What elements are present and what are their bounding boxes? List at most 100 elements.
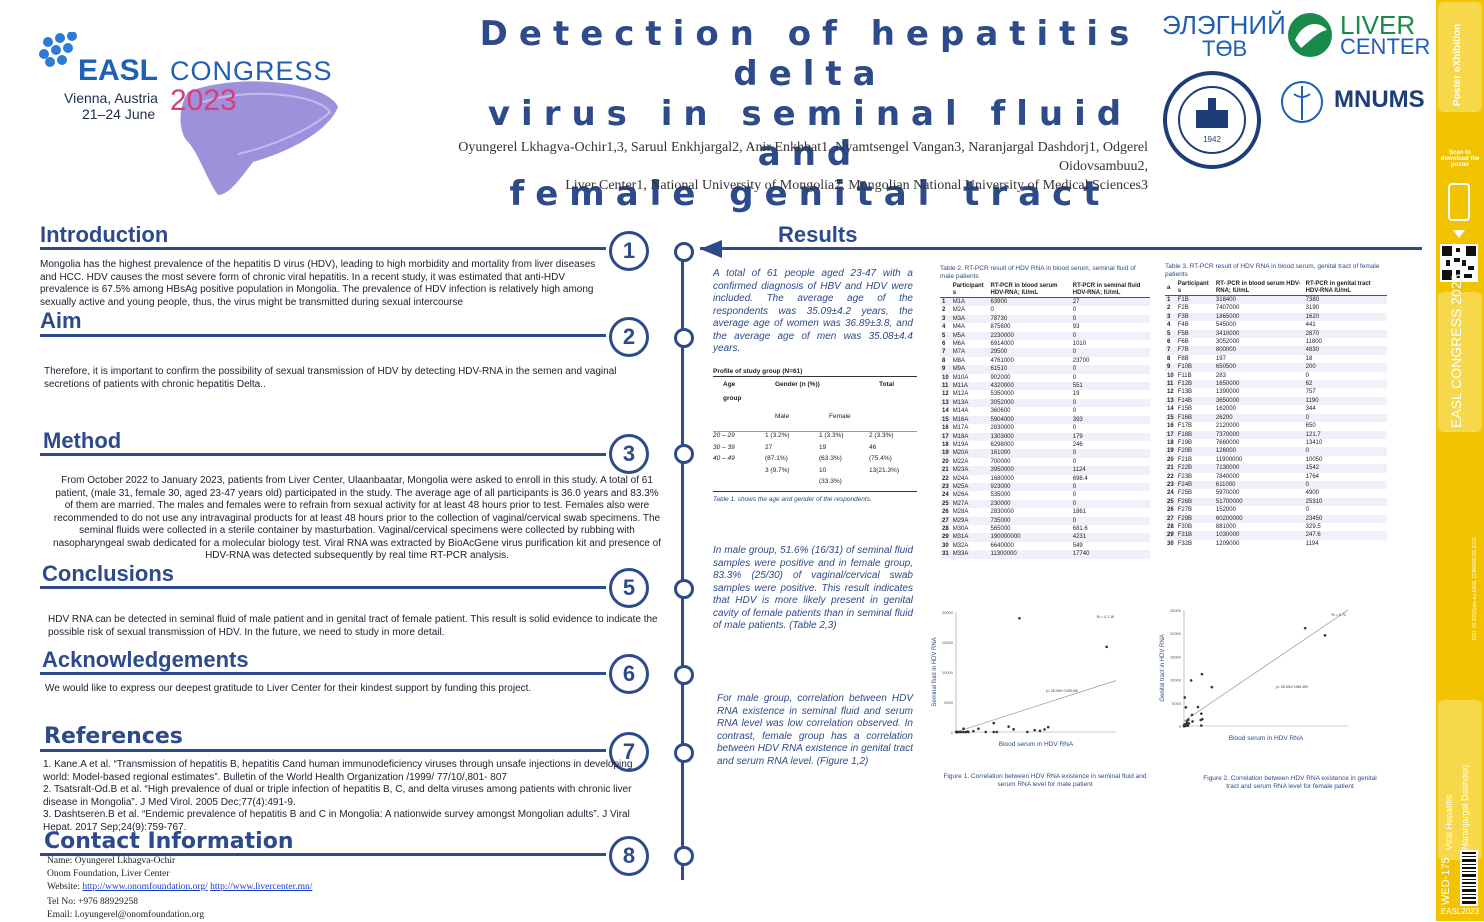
table-2-cell: 6640000 [990,542,1014,549]
method-title: Method [43,428,122,453]
scan-instructions: Scan to download the poster [1440,150,1480,168]
table-3-cell: F11B [1177,372,1192,379]
table-2-cell: 3950000 [988,466,1071,475]
table-2-row: 11 M11A 4320000 551 [940,382,1150,391]
table-2-cell: 19 [1072,391,1080,398]
figure-2-point [1323,634,1327,637]
timeline-node-7 [674,743,694,763]
table-2-cell: 1124 [1070,466,1150,475]
contact-title: Contact Information [44,829,294,854]
table-2-cell: 21 [940,466,951,475]
table-2-cell: 22 [942,475,949,482]
table-1-cell: 1 (3.2%) [765,432,790,439]
acknowledgements-title: Acknowledgements [42,647,249,672]
table-3-cell: F21B [1177,456,1193,463]
table-2-row: 15 M16A 5904000 393 [940,415,1150,425]
table-2-cell: M28A [952,509,969,516]
table-3-cell: 17 [1165,430,1176,439]
table-2-cell: 61510 [988,365,1071,374]
table-3-cell: F12B [1175,380,1214,389]
website-link-livercenter[interactable]: http://www.livercenter.mn/ [210,882,313,892]
introduction-text: Mongolia has the highest prevalence of t… [40,259,596,308]
table-3-row: 21 F22B 7130000 1542 [1165,464,1387,473]
contact-email: Email: l.oyungerel@onomfoundation.org [47,910,205,920]
table-1-cell: (33.3%) [819,478,842,485]
figure-1-point [977,727,980,730]
reference-item: 3. Dashtseren.B et al. “Endemic prevalen… [43,809,630,833]
table-2-cell: 0 [990,307,994,314]
table-3-row: 23 F24B 611000 0 [1165,480,1387,490]
table-2-cell: 0 [1070,516,1150,525]
table-2-row: 23 M25A 923000 0 [940,482,1150,492]
qr-code[interactable] [1440,244,1478,282]
table-3-cell: 16 [1167,423,1174,430]
table-3-cell: 7 [1165,346,1176,355]
poster-meta-box: Viral Hepatitis Naranjargal Dashdorj [1438,700,1482,860]
table-2-cell: 902000 [990,374,1011,381]
table-3-cell: 4830 [1303,346,1387,355]
table-2-cell: M13A [950,398,989,408]
table-3-cell: F22B [1175,464,1214,473]
table-1-cell: 30 – 39 [713,443,735,451]
table-3-row: 14 F15B 162000 344 [1165,405,1387,413]
figure-1-point [992,721,996,725]
easl-vertical-logo: EASL CONGRESS 2023 [1438,274,1482,432]
table-2-cell: 10 [942,374,949,381]
aim-rule [40,334,606,337]
easl-dates: 21–24 June [82,106,156,122]
table-2-cell: M31A [950,533,989,542]
timeline-node-3 [674,444,694,464]
table-3-cell: 1190 [1303,396,1387,406]
table-2-cell: 17740 [1070,550,1150,559]
results-paragraph-2: In male group, 51.6% (16/31) of seminal … [713,545,913,631]
table-2-row: 12 M12A 5350000 19 [940,390,1150,398]
poster-title: Detection of hepatitis delta virus in se… [460,14,1160,214]
poster-id: WED-175 [1440,857,1452,905]
table-2-cell: M9A [950,365,989,374]
table-2-row: 30 M32A 6640000 549 [940,542,1150,550]
easl-year: 2023 [170,84,237,117]
table-3-cell: 1542 [1303,464,1387,473]
table-3-cell: 26200 [1213,413,1304,423]
table-3-row: 11 F12B 1650000 62 [1165,380,1387,389]
table-3-cell: 650 [1305,423,1316,430]
table-2-cell: 0 [1070,331,1150,341]
table-1-body: 20 – 29 1 (3.2%) 1 (3.3%) 2 (3.3%) 30 – 39 27… [713,432,917,490]
table-2-cell: 29 [940,533,951,542]
table-3-cell: 329.5 [1305,523,1321,530]
table-1-row: 20 – 29 1 (3.2%) 1 (3.3%) 2 (3.3%) [713,432,917,444]
table-2-cell: 161000 [988,449,1071,458]
figure-1-point [957,730,961,734]
table-2-cell: 16 [942,425,949,432]
table-3-row: 28 F30B 881000 329.5 [1165,523,1387,531]
figure-1-scatter: 20000 15000 10000 5000 0 y= 2E-05x+7409.4R² R²… [932,610,1117,748]
table-3-cell: 1390000 [1215,389,1240,396]
table-2-cell: 11300000 [988,550,1071,559]
figure-1-point [1038,729,1042,733]
figure-1-point [961,730,965,734]
figure-1-r2-label: R² = 0.1 16 [1097,615,1114,619]
table-2: Table 2. RT-PCR result of HDV RNA in blo… [940,265,1150,559]
table-3-cell: 26 [1167,507,1174,514]
figure-1-point [992,730,996,734]
figure-2-point [1183,696,1187,699]
figure-2-point [1187,722,1191,725]
table-2-cell: 923000 [988,482,1071,492]
table-3-cell: F19B [1177,439,1193,446]
table-2-cell: 7 [940,348,951,357]
table-3-cell: F6B [1177,339,1189,346]
figure-1-point [1007,725,1010,728]
easl-vertical-text: EASL CONGRESS 2023 [1448,273,1464,428]
table-2-cell: 5904000 [988,415,1071,425]
website-link-onom[interactable]: http://www.onomfoundation.org/ [82,882,208,892]
table-3-row: 19 F20B 126000 0 [1165,447,1387,456]
mnums-logo: MNUMS [1272,80,1432,124]
table-2-cell: 9 [940,365,951,374]
figure-2-scatter: 25000 20000 15000 10000 5000 0 y= 2E-05x+1961.… [1160,608,1349,742]
table-3-cell: 200 [1303,363,1387,372]
table-3-cell: F10B [1175,363,1214,372]
table-2-cell: M32A [952,542,969,549]
table-3-cell: F17B [1177,423,1193,430]
conclusions-rule [40,586,606,589]
table-2-cell: 698.4 [1072,475,1088,482]
